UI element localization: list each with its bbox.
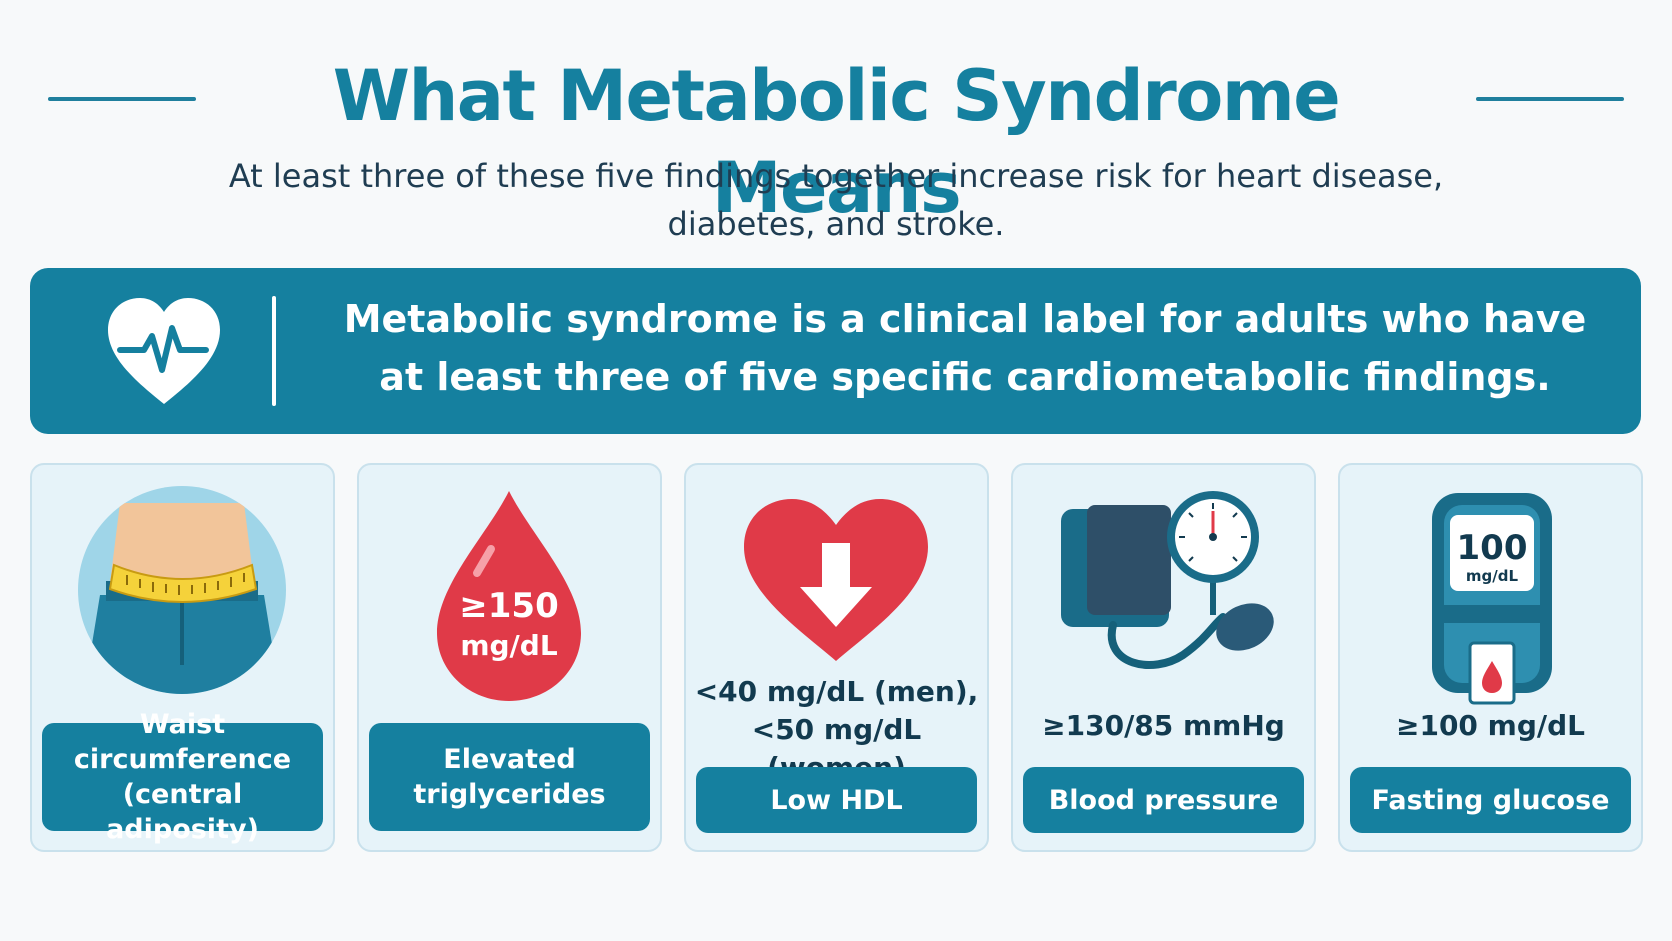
label-line-1: Waist circumference <box>73 709 292 775</box>
banner-line-2: at least three of five specific cardiome… <box>379 355 1551 399</box>
card-label-blood-pressure: Blood pressure <box>1023 767 1304 833</box>
card-label-triglycerides: Elevated triglycerides <box>369 723 650 831</box>
drop-value-text: ≥150 <box>459 586 558 626</box>
meter-screen-unit: mg/dL <box>1466 567 1519 585</box>
drop-unit-text: mg/dL <box>460 629 557 662</box>
banner-divider <box>272 296 276 406</box>
waist-tape-measure-icon <box>78 486 286 694</box>
label-line-2: triglycerides <box>413 779 606 810</box>
glucose-meter-icon: 100 mg/dL <box>1432 493 1552 705</box>
meter-screen-value: 100 <box>1457 528 1528 568</box>
card-label-hdl: Low HDL <box>696 767 977 833</box>
glucose-threshold: ≥100 mg/dL <box>1396 709 1585 742</box>
banner-line-1: Metabolic syndrome is a clinical label f… <box>343 297 1587 341</box>
subtitle: At least three of these five findings to… <box>160 152 1512 248</box>
bp-threshold: ≥130/85 mmHg <box>1042 709 1285 742</box>
card-label-glucose: Fasting glucose <box>1350 767 1631 833</box>
subtitle-line-2: diabetes, and stroke. <box>667 205 1005 243</box>
blood-drop-icon: ≥150 mg/dL <box>437 491 581 701</box>
blood-pressure-cuff-icon <box>1061 491 1274 669</box>
card-label-waist: Waist circumference (central adiposity) <box>42 709 323 845</box>
definition-banner: Metabolic syndrome is a clinical label f… <box>30 268 1641 434</box>
banner-text: Metabolic syndrome is a clinical label f… <box>300 290 1630 406</box>
card-hdl: <40 mg/dL (men), <50 mg/dL (women) Low H… <box>684 463 989 852</box>
label-line-1: Elevated <box>443 744 576 775</box>
title-row: What Metabolic Syndrome Means <box>0 50 1672 229</box>
card-waist: Waist circumference (central adiposity) <box>30 463 335 852</box>
card-blood-pressure: ≥130/85 mmHg Blood pressure <box>1011 463 1316 852</box>
title-rule-right <box>1476 97 1624 101</box>
page-title: What Metabolic Syndrome Means <box>332 55 1341 229</box>
label-line-2: (central adiposity) <box>106 779 259 845</box>
card-glucose: 100 mg/dL ≥100 mg/dL Fasting glucose <box>1338 463 1643 852</box>
card-triglycerides: ≥150 mg/dL Elevated triglycerides <box>357 463 662 852</box>
heart-down-arrow-icon <box>744 499 928 661</box>
value-line-1: <40 mg/dL (men), <box>694 675 979 708</box>
title-rule-left <box>48 97 196 101</box>
subtitle-line-1: At least three of these five findings to… <box>228 157 1444 195</box>
heart-pulse-icon <box>108 298 220 404</box>
